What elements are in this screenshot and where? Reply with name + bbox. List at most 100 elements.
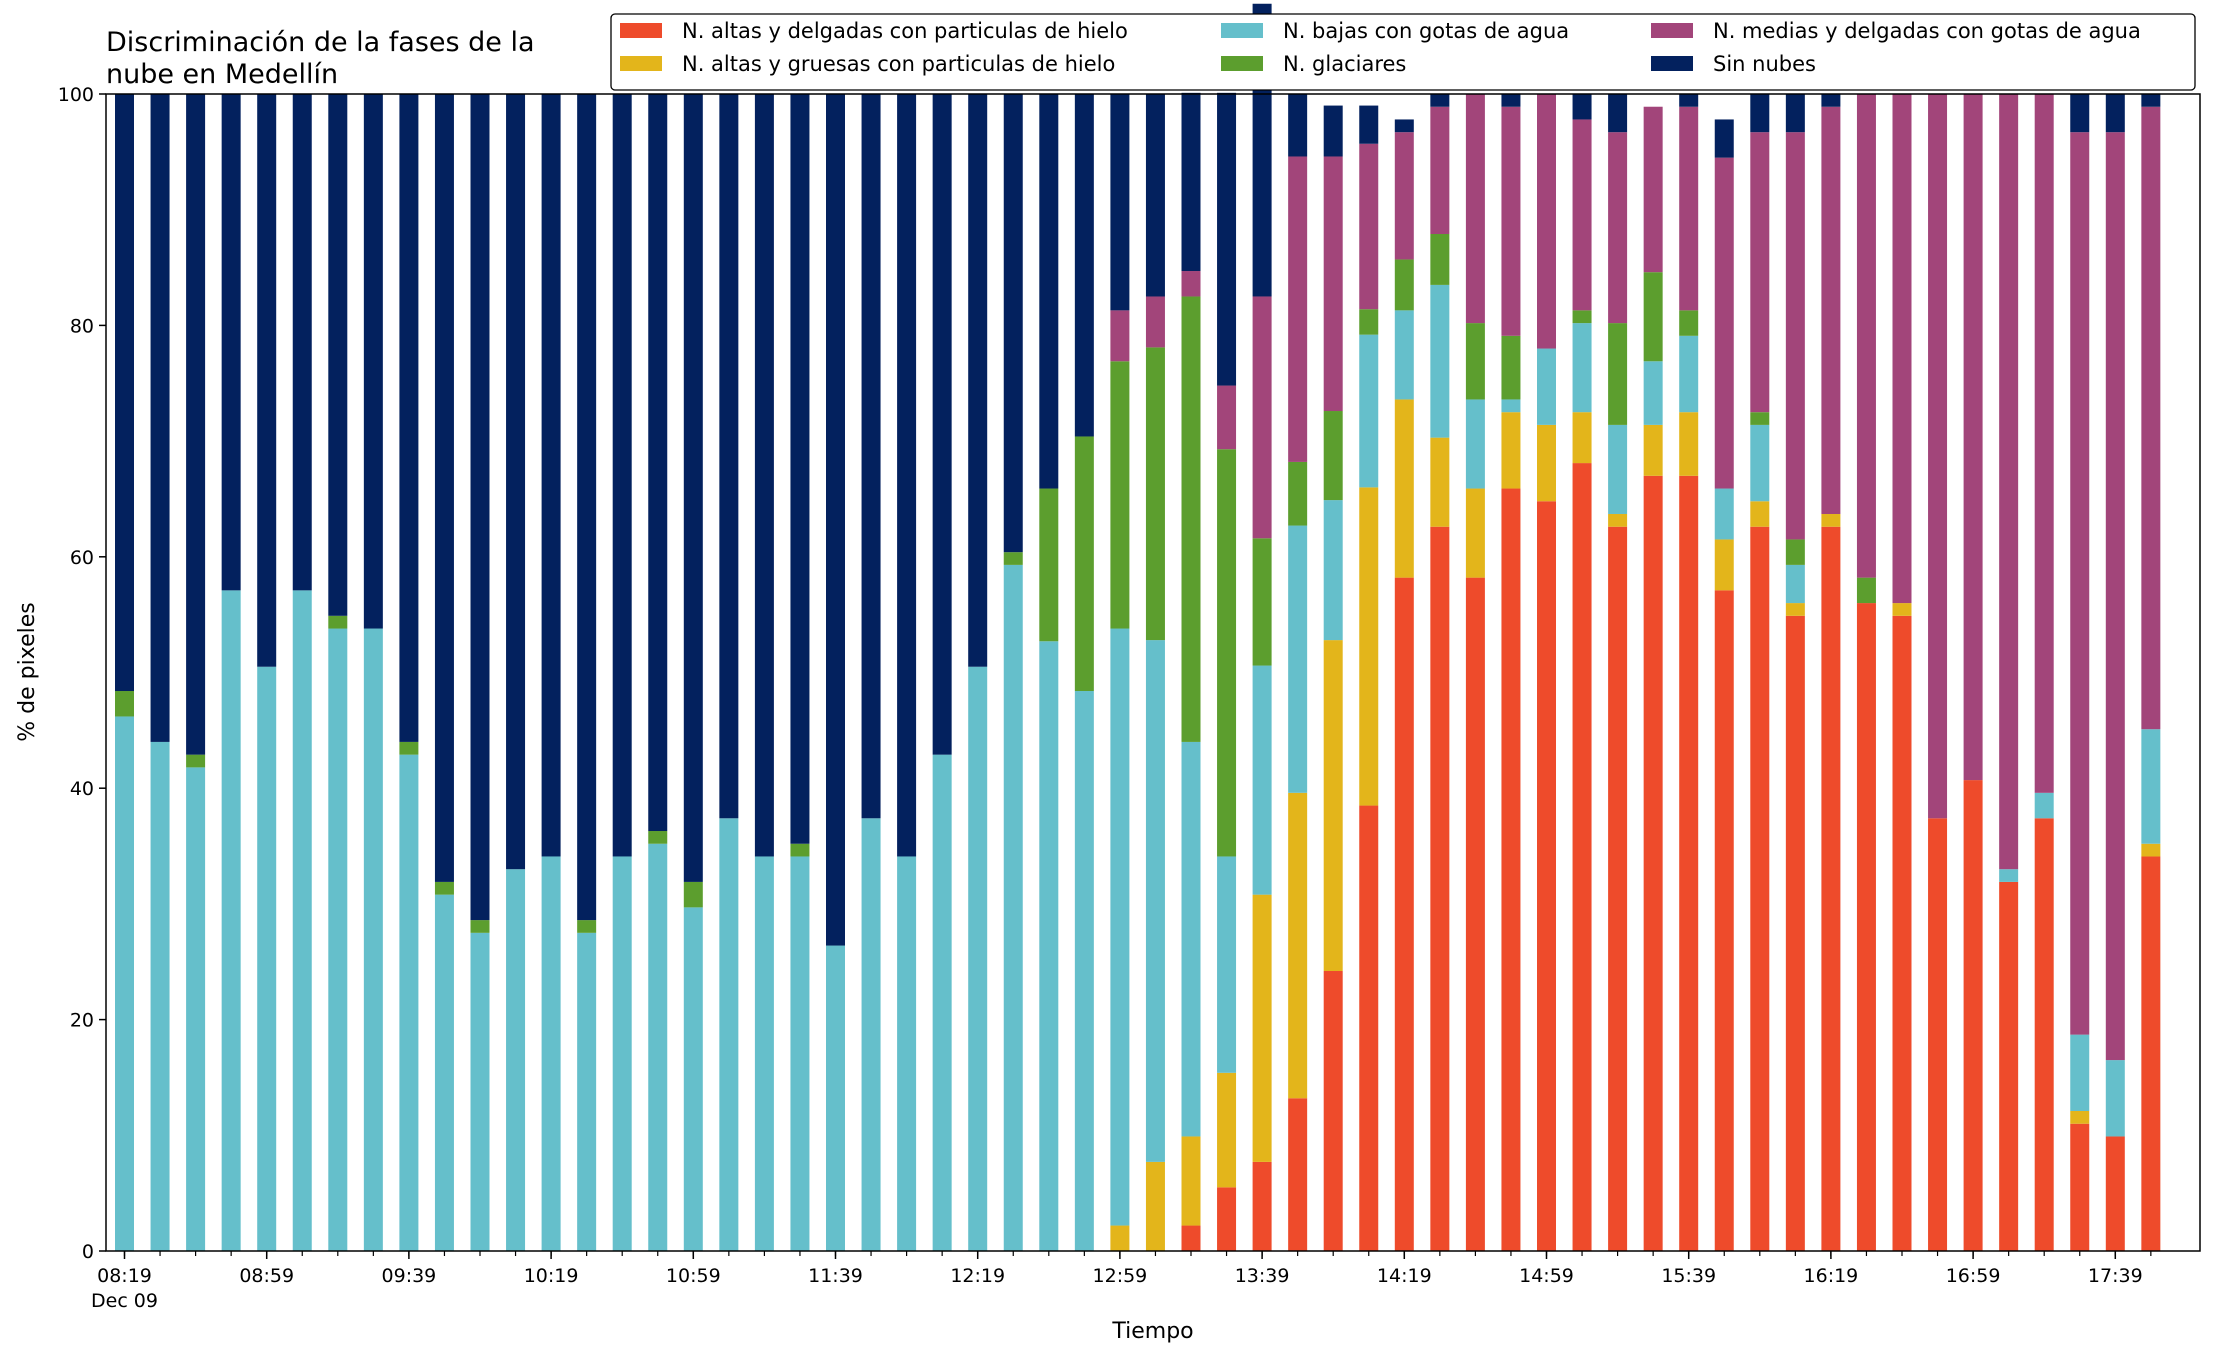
bar-segment: [1430, 94, 1450, 107]
bar-segment: [1252, 538, 1272, 666]
legend-label: N. glaciares: [1283, 52, 1406, 76]
bar-segment: [1394, 132, 1414, 260]
bar-segment: [790, 843, 810, 857]
bar-segment: [1714, 590, 1734, 1251]
bar-segment: [434, 894, 454, 1251]
bar-segment: [1537, 424, 1556, 502]
bar-segment: [932, 754, 952, 1251]
bar-segment: [1572, 119, 1592, 311]
bar-segment: [1963, 780, 1983, 1251]
bar-segment: [683, 94, 703, 882]
bar-segment: [1537, 348, 1556, 425]
bar-segment: [577, 932, 597, 1251]
bar-segment: [1359, 143, 1379, 310]
bar-segment: [2105, 1060, 2125, 1137]
bar-segment: [1359, 105, 1379, 144]
legend-swatch: [1651, 23, 1693, 38]
bar-segment: [1145, 296, 1165, 348]
bar-segment: [1252, 296, 1272, 539]
bar-segment: [434, 94, 454, 882]
bar-segment: [1643, 475, 1663, 1251]
bar-segment: [1821, 513, 1841, 527]
bar-segment: [1501, 399, 1521, 413]
y-tick-label: 60: [70, 547, 94, 569]
bar-segment: [1465, 488, 1485, 578]
bar-segment: [1643, 106, 1663, 273]
bar-segment: [1679, 106, 1699, 311]
bar-segment: [1501, 106, 1521, 336]
bars-layer: [115, 3, 2161, 1252]
bar-segment: [826, 945, 845, 1251]
bar-segment: [1572, 94, 1592, 120]
bar-segment: [1643, 424, 1663, 476]
bar-segment: [754, 856, 774, 1251]
bar-segment: [1572, 412, 1592, 464]
bar-segment: [541, 94, 561, 857]
x-tick-label: 16:59: [1946, 1265, 2001, 1287]
bar-segment: [1465, 94, 1485, 324]
bar-segment: [1288, 94, 1308, 157]
legend-swatch: [1221, 23, 1263, 38]
bar-segment: [1750, 132, 1770, 413]
x-date-label: Dec 09: [91, 1290, 158, 1312]
bar-segment: [1750, 424, 1770, 502]
bar-segment: [1821, 106, 1841, 514]
x-tick-label: 09:39: [382, 1265, 437, 1287]
bar-segment: [1679, 412, 1699, 476]
bar-segment: [861, 94, 881, 819]
y-axis: 0 20 40 60 80 100: [58, 84, 106, 1263]
bar-segment: [1465, 323, 1485, 400]
bar-segment: [2070, 1111, 2090, 1124]
bar-segment: [968, 94, 988, 667]
bar-segment: [1394, 399, 1414, 578]
bar-segment: [257, 94, 277, 667]
bar-segment: [1252, 1161, 1272, 1251]
bar-segment: [1928, 94, 1948, 819]
bar-segment: [1679, 310, 1699, 336]
bar-segment: [1572, 463, 1592, 1252]
bar-segment: [1608, 513, 1628, 527]
bar-segment: [1608, 132, 1628, 324]
bar-segment: [1785, 94, 1805, 133]
bar-segment: [1750, 526, 1770, 1251]
bar-segment: [1608, 323, 1628, 425]
bar-segment: [328, 94, 348, 616]
bar-segment: [150, 94, 170, 742]
bar-segment: [1608, 94, 1628, 133]
bar-segment: [612, 856, 632, 1251]
bar-segment: [1643, 361, 1663, 425]
bar-segment: [648, 843, 668, 1251]
bar-segment: [1785, 564, 1805, 604]
y-tick-label: 20: [70, 1010, 94, 1032]
bar-segment: [1430, 284, 1450, 438]
bar-segment: [1821, 94, 1841, 107]
bar-segment: [719, 818, 739, 1251]
bar-segment: [221, 94, 241, 591]
bar-segment: [399, 741, 419, 755]
x-axis-label: Tiempo: [1111, 1319, 1193, 1344]
bar-segment: [1181, 1136, 1201, 1226]
bar-segment: [1288, 156, 1308, 462]
y-tick-label: 80: [70, 315, 94, 337]
x-tick-label: 10:59: [666, 1265, 721, 1287]
bar-segment: [292, 590, 312, 1251]
bar-segment: [861, 818, 881, 1251]
bar-segment: [2141, 729, 2161, 844]
bar-segment: [1501, 94, 1521, 107]
bar-segment: [221, 590, 241, 1251]
bar-segment: [1323, 640, 1343, 971]
legend-swatch: [1651, 56, 1693, 71]
bar-segment: [434, 881, 454, 895]
bar-segment: [1394, 577, 1414, 1251]
x-tick-label: 08:59: [239, 1265, 294, 1287]
bar-segment: [2070, 132, 2090, 1035]
bar-segment: [363, 94, 383, 629]
bar-segment: [1217, 1072, 1237, 1188]
bar-segment: [186, 94, 206, 755]
bar-segment: [1856, 603, 1876, 1251]
bar-segment: [506, 869, 526, 1251]
bar-segment: [1110, 628, 1130, 1226]
bar-segment: [2034, 94, 2054, 793]
bar-segment: [328, 628, 348, 1251]
